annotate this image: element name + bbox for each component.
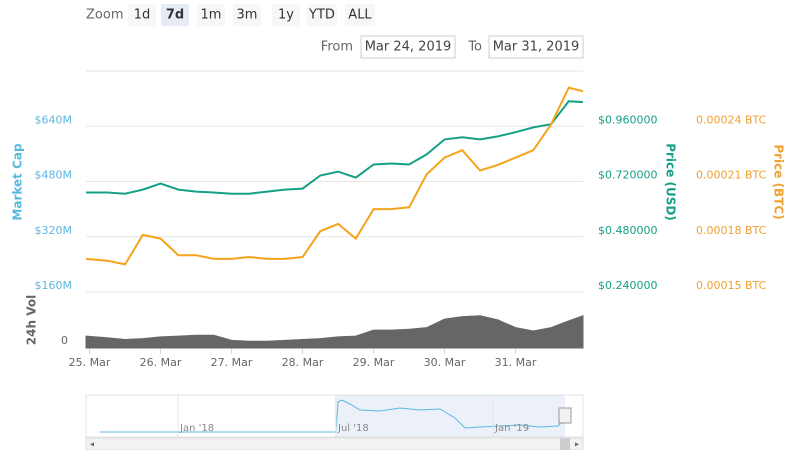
x-tick-label: 29. Mar — [353, 356, 395, 369]
y3-axis-title: Price (BTC) — [772, 144, 786, 219]
y-tick-label: $320M — [35, 224, 73, 237]
zoom-button-label[interactable]: YTD — [308, 8, 335, 23]
y3-tick-label: 0.00018 BTC — [696, 224, 767, 237]
volume-area — [85, 314, 584, 349]
volume-tick-label: 0 — [61, 334, 68, 347]
zoom-button[interactable] — [307, 4, 337, 26]
zoom-button-label[interactable]: 1y — [278, 8, 294, 23]
to-label: To — [467, 40, 482, 55]
zoom-button[interactable] — [197, 4, 225, 26]
from-value[interactable]: Mar 24, 2019 — [365, 40, 452, 55]
navigator-handle[interactable] — [558, 407, 572, 424]
x-tick-label: 28. Mar — [282, 356, 324, 369]
zoom-button[interactable] — [345, 4, 375, 26]
navigator-line — [100, 399, 566, 433]
y3-tick-label: 0.00021 BTC — [696, 169, 767, 182]
x-tick-label: 30. Mar — [424, 356, 466, 369]
scroll-left[interactable]: ◂ — [90, 440, 94, 449]
y-tick-label: $640M — [35, 113, 73, 126]
navigator-label: Jan '19 — [494, 423, 529, 434]
volume-axis-title: 24h Vol — [25, 295, 39, 345]
zoom-button-label[interactable]: 3m — [237, 8, 258, 23]
y-tick-label: $160M — [35, 279, 73, 292]
x-tick-label: 25. Mar — [69, 356, 111, 369]
x-tick-label: 31. Mar — [495, 356, 537, 369]
scrollbar[interactable] — [85, 437, 584, 450]
x-tick-label: 26. Mar — [140, 356, 182, 369]
navigator[interactable] — [85, 394, 584, 438]
scrollbar-thumb[interactable] — [560, 438, 570, 450]
to-value[interactable]: Mar 31, 2019 — [493, 40, 580, 55]
zoom-button[interactable] — [233, 4, 261, 26]
zoom-button-label[interactable]: 1m — [201, 8, 222, 23]
price-line — [85, 86, 584, 266]
navigator-mask — [335, 395, 565, 437]
y2-tick-label: $0.720000 — [598, 169, 658, 182]
from-input[interactable] — [360, 35, 456, 59]
zoom-button-label[interactable]: ALL — [348, 8, 372, 23]
x-tick-label: 27. Mar — [211, 356, 253, 369]
y2-tick-label: $0.480000 — [598, 224, 658, 237]
y-tick-label: $480M — [35, 169, 73, 182]
zoom-label: Zoom — [86, 8, 123, 23]
y3-tick-label: 0.00015 BTC — [696, 279, 767, 292]
y3-tick-label: 0.00024 BTC — [696, 113, 767, 126]
to-input[interactable] — [488, 35, 584, 59]
scroll-right[interactable]: ▸ — [575, 440, 579, 449]
zoom-button[interactable] — [161, 4, 189, 26]
zoom-button[interactable] — [272, 4, 300, 26]
navigator-label: Jan '18 — [179, 423, 214, 434]
y-axis-title: Market Cap — [11, 143, 25, 221]
zoom-button-label[interactable]: 1d — [134, 8, 151, 23]
navigator-label: Jul '18 — [337, 423, 369, 434]
zoom-button[interactable] — [128, 4, 156, 26]
zoom-button-label[interactable]: 7d — [166, 8, 184, 23]
y2-tick-label: $0.240000 — [598, 279, 658, 292]
price-line — [86, 100, 584, 195]
y2-tick-label: $0.960000 — [598, 113, 658, 126]
y2-axis-title: Price (USD) — [664, 143, 678, 221]
from-label: From — [321, 40, 353, 55]
